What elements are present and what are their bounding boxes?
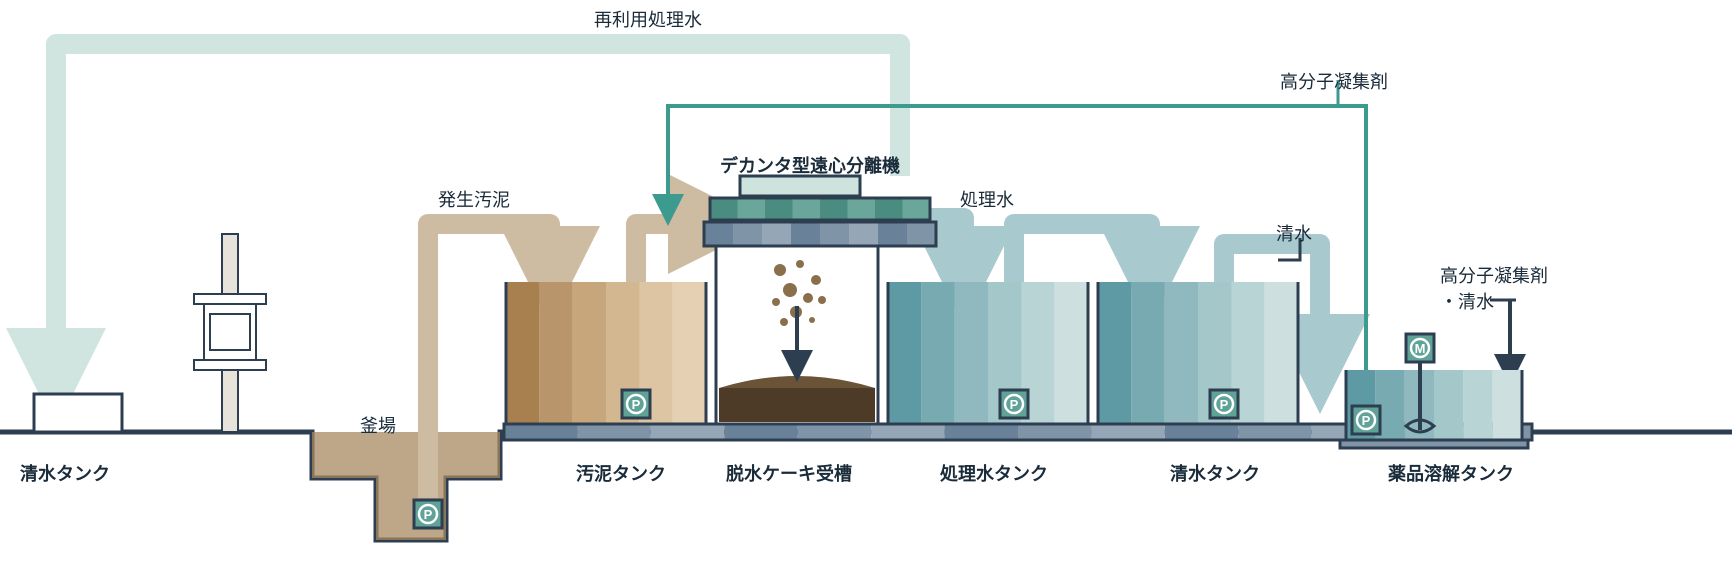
- label-kamaba: 釜場: [360, 412, 396, 438]
- label-recycle_water: 再利用処理水: [594, 6, 702, 32]
- pit-fill: [312, 432, 500, 540]
- clean-water-box: [34, 394, 122, 432]
- label-centrifuge: デカンタ型遠心分離機: [720, 152, 900, 178]
- label-clean_water: 清水: [1276, 220, 1312, 246]
- label-flocculant_clean: 高分子凝集剤・清水: [1440, 262, 1548, 314]
- label-clean_tank: 清水タンク: [20, 460, 110, 486]
- svg-text:P: P: [1362, 413, 1371, 428]
- svg-text:M: M: [1415, 341, 1426, 356]
- svg-text:P: P: [632, 397, 641, 412]
- svg-text:P: P: [424, 507, 433, 522]
- label-treated_tank: 処理水タンク: [940, 460, 1048, 486]
- svg-text:P: P: [1220, 397, 1229, 412]
- label-cake_receiver: 脱水ケーキ受槽: [726, 460, 852, 486]
- label-sludge_tank: 汚泥タンク: [576, 460, 666, 486]
- label-clean_tank2: 清水タンク: [1170, 460, 1260, 486]
- label-treated_water: 処理水: [960, 186, 1014, 212]
- label-generated_sludge: 発生汚泥: [438, 186, 510, 212]
- svg-text:P: P: [1010, 397, 1019, 412]
- label-flocculant: 高分子凝集剤: [1280, 68, 1388, 94]
- label-chem_tank: 薬品溶解タンク: [1388, 460, 1514, 486]
